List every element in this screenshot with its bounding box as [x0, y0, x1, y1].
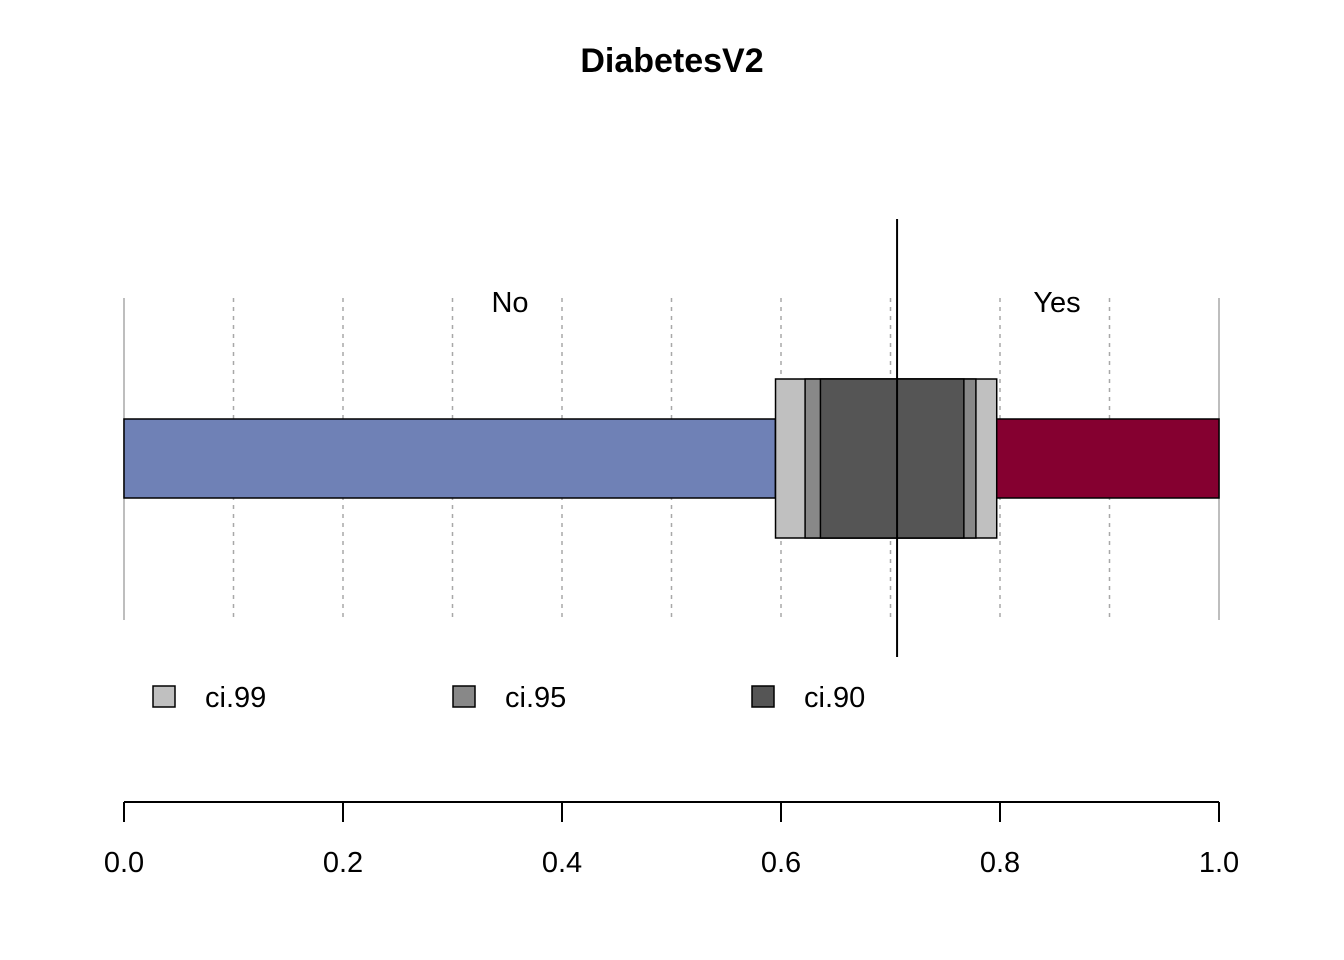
legend-label-ci99: ci.99 — [205, 682, 266, 714]
x-axis: 0.0 0.2 0.4 0.6 0.8 1.0 — [104, 801, 1239, 879]
legend-swatch-ci95 — [452, 685, 476, 708]
x-tick-label: 0.0 — [104, 847, 144, 879]
legend-label-ci90: ci.90 — [804, 682, 865, 714]
x-tick-label: 0.2 — [323, 847, 363, 879]
legend-swatch-ci90 — [751, 685, 775, 708]
x-tick-label: 1.0 — [1199, 847, 1239, 879]
x-tick-label: 0.4 — [542, 847, 582, 879]
confidence-intervals — [774, 378, 998, 539]
category-label-no: No — [491, 287, 528, 319]
legend-swatch-ci99 — [152, 685, 176, 708]
legend-label-ci95: ci.95 — [505, 682, 566, 714]
x-tick-label: 0.8 — [980, 847, 1020, 879]
ci-box-ci90 — [819, 378, 965, 539]
legend: ci.99 ci.95 ci.90 — [152, 682, 865, 714]
bars — [123, 418, 1220, 499]
x-tick-label: 0.6 — [761, 847, 801, 879]
category-label-yes: Yes — [1033, 287, 1080, 319]
bar-no — [123, 418, 777, 499]
chart-title: DiabetesV2 — [580, 42, 763, 80]
